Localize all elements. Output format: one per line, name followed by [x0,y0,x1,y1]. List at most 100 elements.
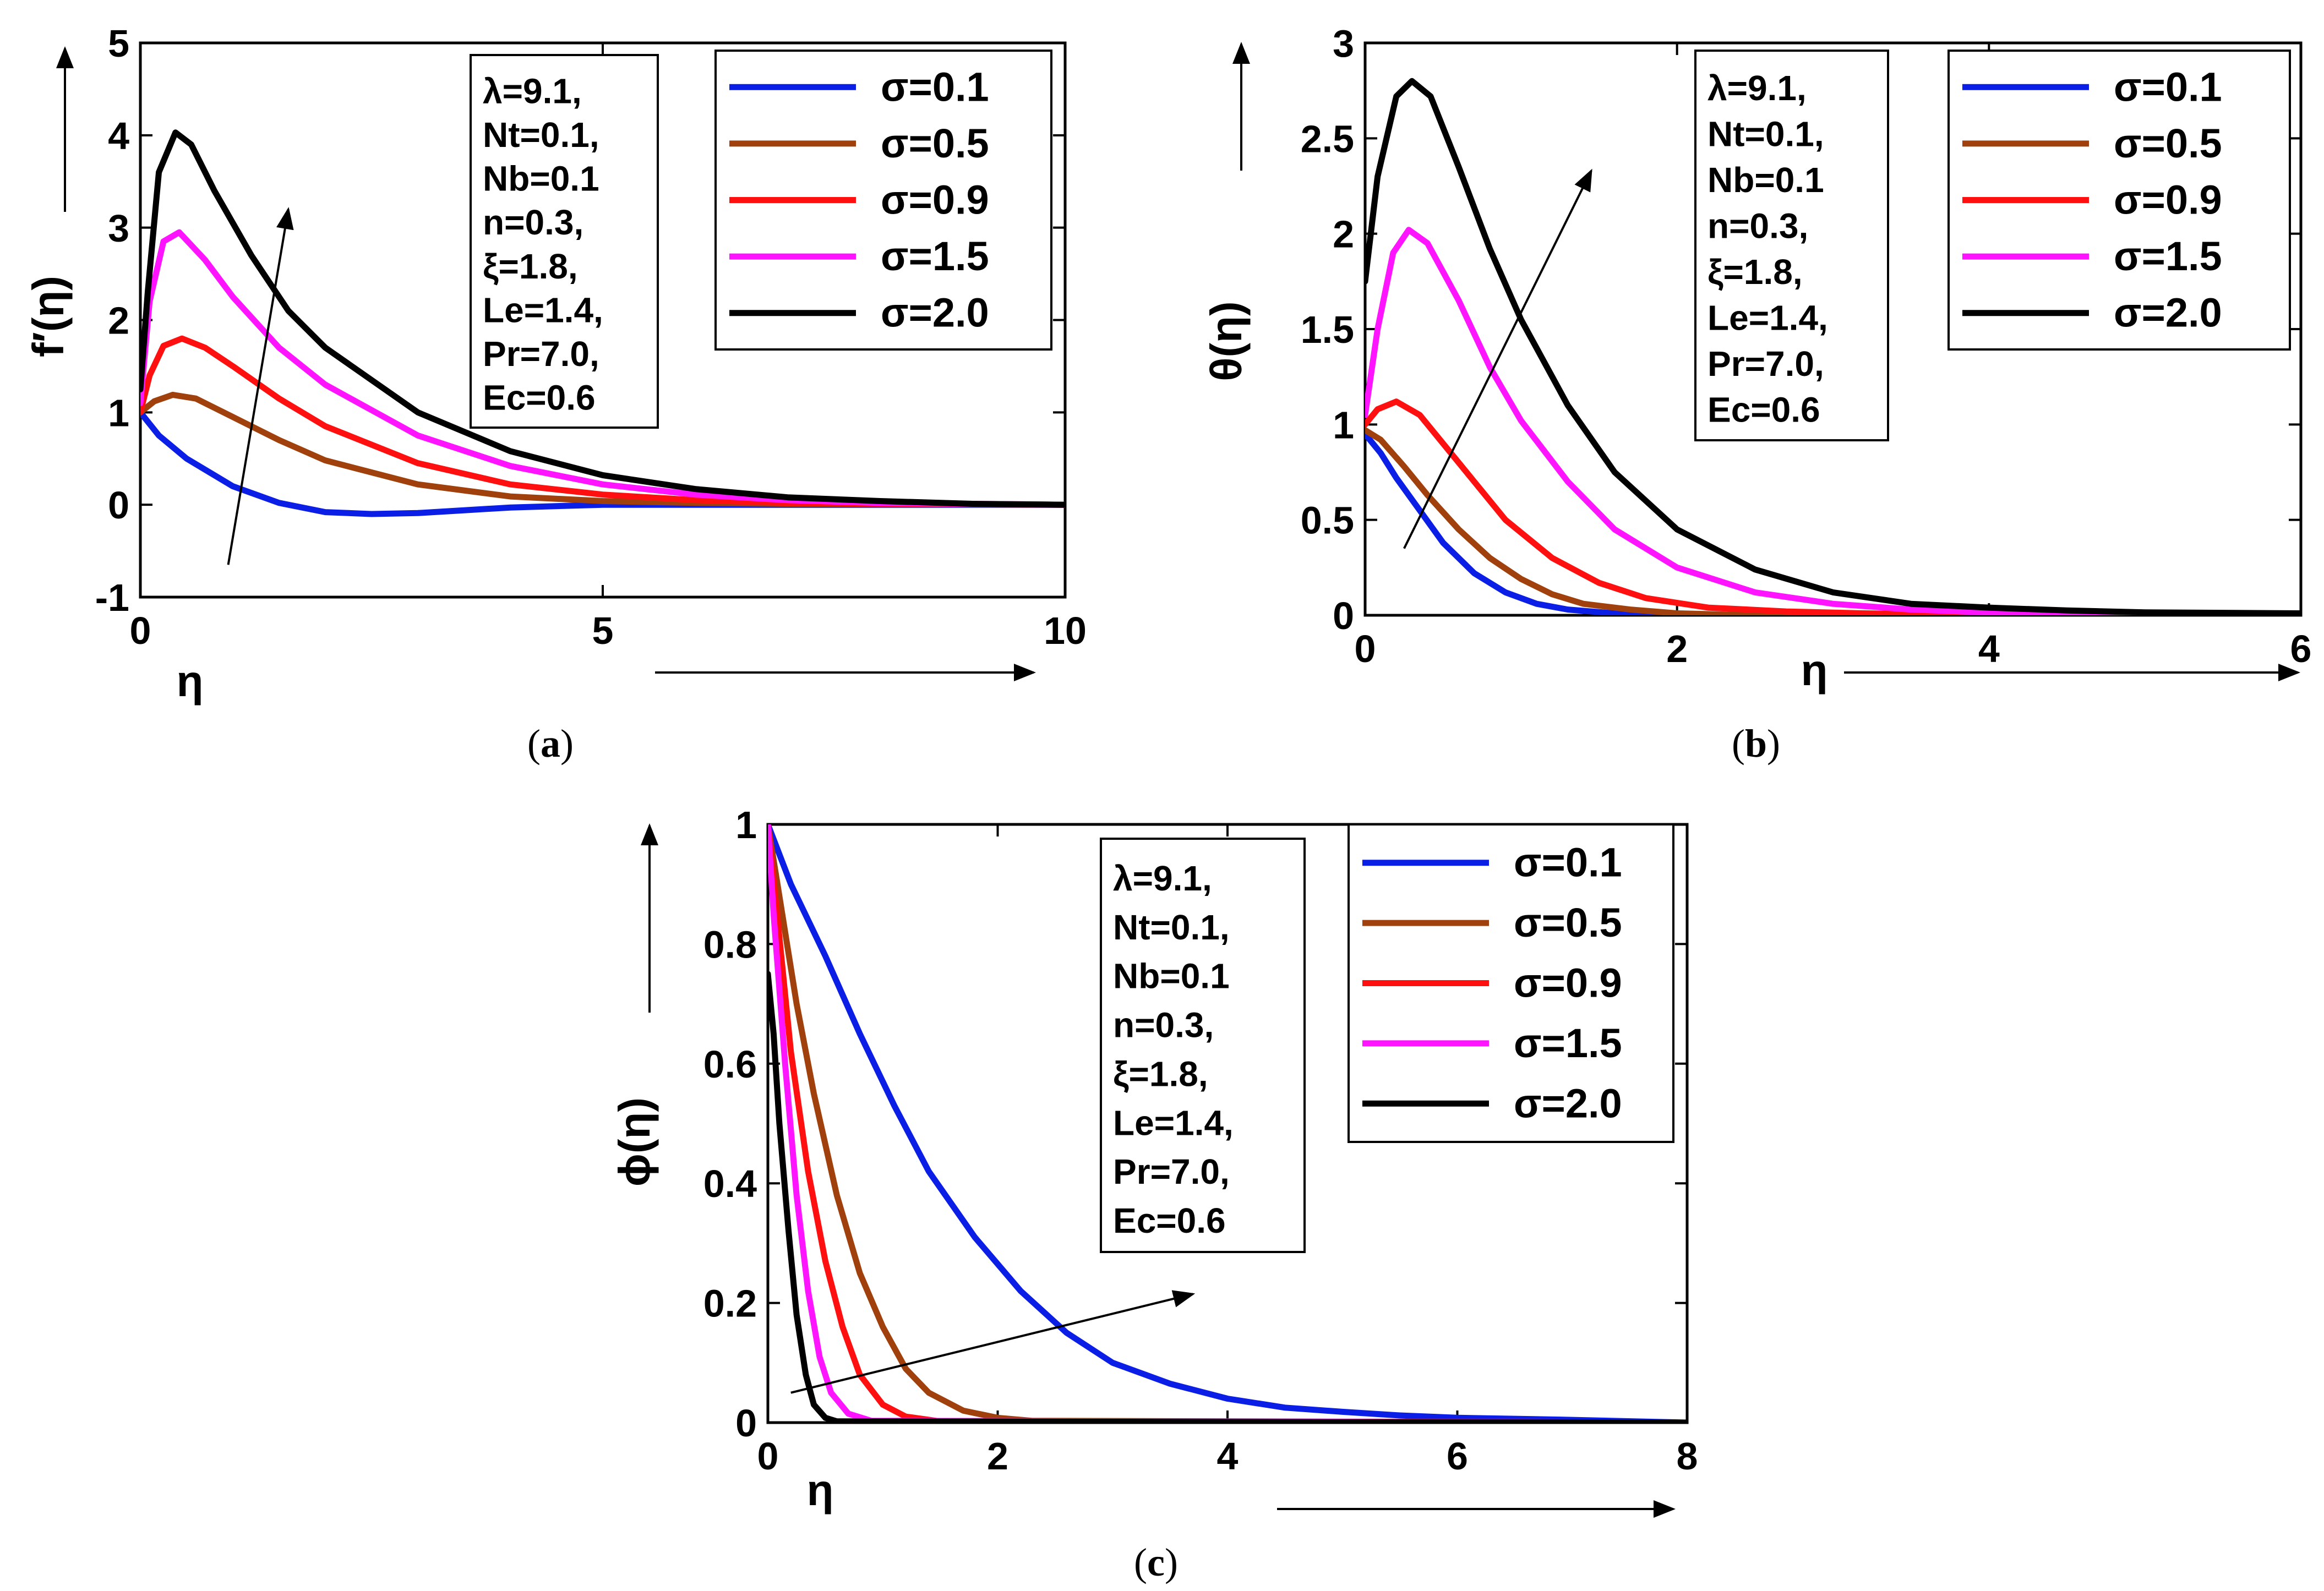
params-box [470,54,659,429]
legend-label: σ=1.5 [881,233,989,279]
x-tick-label: 0 [130,609,151,652]
legend-label: σ=1.5 [1514,1020,1622,1066]
x-tick-label: 10 [1044,609,1087,652]
series-line-σ=0.9 [1365,398,2301,615]
param-text: Nb=0.1 [1113,956,1230,996]
param-text: Ec=0.6 [483,378,596,418]
x-axis-label: η [807,1466,834,1515]
param-text: λ=9.1, [1707,68,1807,108]
y-tick-label: 0 [735,1402,757,1445]
param-text: ξ=1.8, [483,247,578,286]
series-line-σ=1.5 [140,229,1065,508]
params-box [1694,50,1889,441]
param-text: n=0.3, [1113,1005,1214,1045]
y-tick-label: 3 [108,207,129,250]
series-line-σ=0.1 [1365,431,2301,615]
y-tick-label: 0.6 [703,1043,757,1086]
y-tick-label: 1 [735,803,757,846]
trend-arrow [1403,168,1592,549]
y-tick-label: 5 [108,22,129,65]
y-tick-label: 0.8 [703,923,757,966]
caption-close: ) [560,721,574,766]
param-text: Le=1.4, [1707,298,1828,338]
caption-open: ( [1134,1540,1147,1584]
caption-letter: b [1745,721,1767,766]
series-line-σ=0.5 [1365,427,2301,615]
y-tick-label: 2.5 [1301,117,1354,160]
param-text: n=0.3, [483,203,583,242]
y-tick-label: 0.5 [1301,499,1354,542]
param-text: λ=9.1, [483,71,582,111]
legend-label: σ=0.9 [2114,177,2222,223]
y-tick-label: 3 [1333,22,1354,65]
caption-letter: c [1147,1540,1165,1584]
y-tick-label: 0.2 [703,1282,757,1325]
legend-label: σ=0.1 [881,64,989,110]
legend-label: σ=0.9 [881,177,989,223]
legend-label: σ=0.1 [1514,840,1622,885]
panel-caption: (a) [527,721,574,766]
param-text: Nt=0.1, [483,115,599,155]
x-tick-label: 4 [1217,1435,1239,1478]
param-text: Pr=7.0, [483,334,599,374]
y-tick-label: 1 [108,391,129,434]
series-line-σ=2.0 [1365,78,2301,615]
x-tick-label: 5 [592,609,614,652]
legend-label: σ=2.0 [881,290,989,336]
legend-label: σ=0.9 [1514,960,1622,1006]
param-text: ξ=1.8, [1707,252,1803,292]
series-line-σ=2.0 [140,129,1065,508]
series-group [768,824,1687,1423]
x-tick-label: 6 [2290,627,2312,670]
param-text: Le=1.4, [1113,1103,1234,1142]
param-text: Le=1.4, [483,290,603,330]
series-line-σ=0.9 [140,335,1065,508]
param-text: Nt=0.1, [1113,907,1230,947]
y-tick-label: 2 [1333,213,1354,256]
caption-open: ( [527,721,541,766]
caption-letter: a [541,721,560,766]
params-box [1100,838,1306,1253]
param-text: ξ=1.8, [1113,1054,1208,1094]
series-line-σ=0.5 [768,824,1687,1423]
series-group [1365,78,2301,615]
legend-label: σ=0.5 [1514,900,1622,945]
param-text: Ec=0.6 [1113,1201,1226,1240]
y-axis-label: f′(η) [24,276,73,357]
param-text: n=0.3, [1707,206,1808,246]
x-tick-label: 4 [1978,627,2000,670]
panel-caption: (c) [1134,1540,1178,1584]
x-tick-label: 0 [1355,627,1376,670]
x-tick-label: 0 [757,1435,779,1478]
y-tick-label: 0 [108,484,129,527]
y-axis-label: ϕ(η) [610,1097,659,1187]
trend-arrow [227,207,294,565]
param-text: Pr=7.0, [1113,1152,1230,1191]
y-tick-label: 2 [108,299,129,342]
param-text: Nb=0.1 [1707,160,1824,200]
panel-caption: (b) [1732,721,1780,766]
panel-c: 0 0.2 0.4 0.6 0.8 1 0 2 4 6 8 λ=9.1, Nt=0.1, Nb=0.1 n=… [610,803,1698,1584]
x-tick-label: 8 [1677,1435,1698,1478]
series-line-σ=1.5 [768,824,1687,1423]
caption-close: ) [1165,1540,1178,1584]
y-tick-label: -1 [95,576,129,619]
y-axis-label: θ(η) [1202,301,1251,381]
series-line-σ=1.5 [1365,227,2301,615]
x-tick-label: 2 [1666,627,1688,670]
x-tick-label: 2 [987,1435,1008,1478]
param-text: Nt=0.1, [1707,114,1824,154]
x-axis-label: η [1801,646,1828,695]
series-line-σ=2.0 [768,971,1687,1423]
panel-b: 0 0.5 1 1.5 2 2.5 3 0 2 4 6 λ=9.1, Nt=0.1, Nb=0.1 n=0.… [1202,22,2311,766]
param-text: Pr=7.0, [1707,344,1824,384]
param-text: Nb=0.1 [483,159,599,199]
caption-close: ) [1767,721,1780,766]
param-text: λ=9.1, [1113,859,1212,898]
y-tick-label: 0.4 [703,1162,757,1205]
y-tick-label: 0 [1333,594,1354,637]
trend-arrow [790,1290,1196,1394]
series-line-σ=0.1 [140,409,1065,517]
